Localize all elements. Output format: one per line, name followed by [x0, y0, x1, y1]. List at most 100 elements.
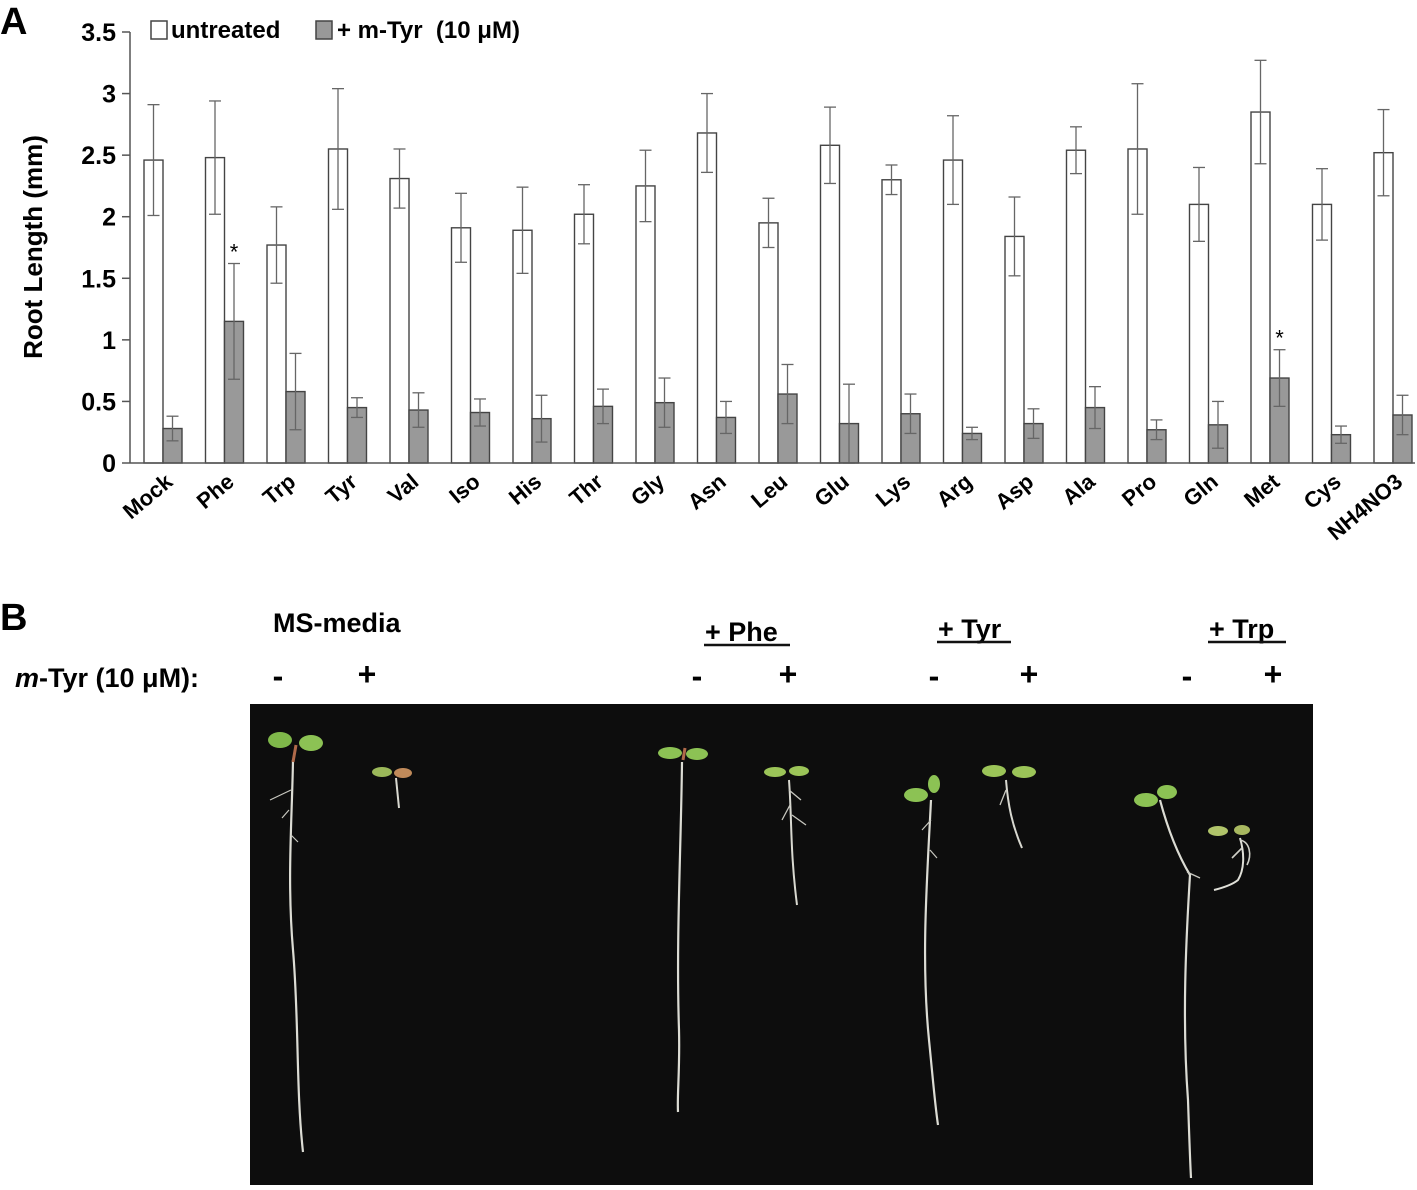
significance-asterisk: * [230, 240, 239, 265]
group-label-tyr: + Tyr [938, 614, 1002, 644]
error-bar-mtyr-tyr [351, 397, 363, 419]
photo-background [250, 704, 1313, 1185]
x-tick-label: Glu [810, 469, 854, 512]
seedling-phe-untreated [658, 747, 708, 1113]
y-axis-title: Root Length (mm) [18, 135, 48, 359]
y-tick-label: 0.5 [81, 388, 116, 416]
bar-untreated-val [389, 177, 410, 464]
error-bar-untreated-lys [885, 164, 898, 196]
error-bar-mtyr-gln [1212, 400, 1224, 449]
ms-media-label: MS-media [273, 608, 402, 638]
seedling-tyr-treated [982, 765, 1036, 849]
x-tick-label: Pro [1117, 469, 1161, 512]
plus-sign-phe: + [779, 656, 798, 692]
error-bar-untreated-nh4no3 [1377, 108, 1390, 197]
error-bar-mtyr-arg [966, 426, 978, 441]
error-bar-mtyr-gly [658, 377, 671, 428]
seedling-photo [250, 704, 1313, 1185]
error-bar-mtyr-phe [228, 262, 240, 380]
x-tick-label: Leu [746, 469, 792, 513]
x-tick-label: Phe [192, 469, 239, 514]
bar-untreated-iso [450, 227, 472, 464]
x-tick-label: Tyr [321, 468, 362, 508]
plus-sign-tyr: + [1020, 656, 1039, 692]
legend-label-untreated: untreated [171, 17, 280, 44]
x-tick-label: Iso [444, 469, 484, 509]
error-bar-untreated-thr [578, 184, 590, 245]
panel-a-label: A [0, 1, 27, 43]
error-bar-untreated-cys [1316, 168, 1328, 241]
x-tick-label: Lys [871, 469, 915, 512]
group-label-phe: + Phe [705, 617, 778, 647]
error-bar-untreated-glu [824, 106, 836, 185]
error-bar-mtyr-pro [1150, 419, 1163, 441]
group-label-trp: + Trp [1209, 614, 1274, 644]
seedling-trp-untreated [1134, 785, 1201, 1179]
legend-swatch-mtyr [315, 20, 333, 40]
x-tick-label: Thr [564, 468, 608, 510]
plus-sign-trp: + [1264, 656, 1283, 692]
x-tick-label: Arg [932, 469, 977, 513]
minus-sign-ms: - [273, 658, 284, 694]
seedling-ms-untreated [268, 732, 323, 1153]
mtyr-row-label-rest: -Tyr (10 μM): [39, 663, 199, 693]
y-tick-label: 2 [102, 204, 116, 232]
error-bar-untreated-asn [701, 92, 713, 174]
legend-swatch-untreated [150, 20, 168, 40]
error-bar-untreated-pro [1131, 83, 1144, 215]
error-bar-mtyr-cys [1335, 425, 1347, 444]
plus-sign-ms: + [358, 656, 377, 692]
bar-untreated-gln [1188, 203, 1210, 464]
error-bar-mtyr-met [1273, 349, 1286, 408]
y-tick-label: 2.5 [81, 142, 116, 170]
error-bar-untreated-leu [762, 197, 775, 249]
x-tick-label: Mock [118, 468, 178, 524]
y-tick-label: 3.5 [81, 19, 116, 47]
significance-asterisk: * [1275, 326, 1284, 351]
annotations: ** [230, 240, 1285, 351]
error-bar-mtyr-val [412, 392, 425, 428]
error-bar-untreated-val [393, 148, 406, 209]
seedling-ms-treated [372, 767, 412, 809]
x-tick-label: Gly [626, 468, 670, 510]
error-bar-untreated-gln [1193, 166, 1205, 242]
error-bar-mtyr-his [535, 394, 548, 443]
panel-b-label: B [0, 597, 27, 639]
x-tick-label: Trp [258, 469, 300, 510]
bar-untreated-cys [1311, 203, 1333, 464]
error-bar-untreated-asp [1008, 196, 1021, 277]
minus-sign-tyr: - [929, 658, 940, 694]
error-bar-untreated-ala [1070, 126, 1082, 175]
error-bar-untreated-iso [455, 192, 467, 263]
seedling-trp-treated [1208, 825, 1251, 891]
error-bar-mtyr-ala [1089, 386, 1101, 430]
bar-untreated-lys [881, 179, 902, 464]
error-bar-untreated-trp [270, 206, 283, 284]
minus-sign-trp: - [1182, 658, 1193, 694]
error-bar-mtyr-mock [166, 415, 179, 442]
mtyr-row-label: m-Tyr (10 μM): [15, 663, 199, 693]
error-bar-mtyr-iso [474, 398, 486, 427]
error-bar-mtyr-asn [720, 400, 732, 435]
error-bar-untreated-gly [639, 149, 652, 223]
x-tick-label: Val [383, 469, 423, 509]
error-bar-untreated-phe [209, 100, 221, 215]
minus-sign-phe: - [692, 658, 703, 694]
error-bar-mtyr-trp [289, 352, 302, 431]
error-bar-untreated-his [516, 186, 529, 275]
y-tick-label: 3 [102, 81, 116, 109]
y-ticks: 0 0.5 1 1.5 2 2.5 3 3.5 [81, 19, 131, 478]
y-tick-label: 1 [102, 327, 116, 355]
y-tick-label: 0 [102, 450, 116, 478]
x-tick-label: Asp [990, 469, 1038, 515]
mtyr-row-label-italic: m [15, 663, 39, 693]
error-bars [147, 59, 1409, 464]
x-tick-label: Asn [683, 469, 731, 515]
bars [143, 111, 1413, 464]
error-bar-mtyr-asp [1027, 408, 1040, 440]
bar-untreated-arg [942, 159, 964, 464]
error-bar-mtyr-thr [597, 388, 609, 425]
legend-label-mtyr: + m-Tyr (10 μM) [337, 17, 520, 44]
x-tick-label: His [504, 469, 546, 510]
y-tick-label: 1.5 [81, 265, 116, 293]
